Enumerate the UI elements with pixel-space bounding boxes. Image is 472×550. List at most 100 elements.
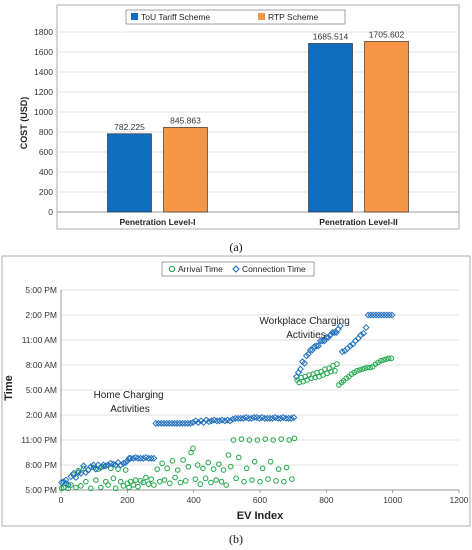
connection-time-point	[62, 476, 70, 484]
arrival-time-point	[246, 437, 253, 443]
arrival-time-point	[249, 477, 255, 483]
arrival-time-point	[192, 476, 199, 482]
connection-time-point	[300, 359, 308, 367]
arrival-time-point	[83, 478, 89, 485]
arrival-time-point	[200, 465, 206, 472]
legend-marker-connection	[232, 265, 240, 273]
connection-time-point	[134, 454, 142, 462]
scatter-chart-points	[58, 311, 396, 492]
connection-time-point	[314, 342, 322, 350]
arrival-time-point	[265, 476, 271, 482]
legend-label-connection: Connection Time	[242, 264, 306, 274]
connection-time-point	[162, 419, 170, 427]
connection-time-point	[176, 419, 184, 427]
bar-chart-legend: ToU Tariff Scheme RTP Scheme	[125, 9, 346, 25]
bar-rtp-2	[364, 41, 409, 213]
arrival-time-point	[126, 484, 132, 491]
connection-time-point	[372, 311, 380, 319]
arrival-time-point	[380, 357, 387, 363]
connection-time-point	[82, 468, 90, 477]
bar-chart-y-ticks: 0 200 400 600 800 1000 1200 1400 1600 1800	[34, 27, 53, 217]
arrival-time-point	[273, 478, 279, 484]
scatter-y-tick-label: 5:00 PM	[25, 285, 57, 295]
connection-time-point	[324, 333, 332, 342]
legend-swatch-rtp	[258, 13, 265, 20]
legend-label-rtp: RTP Scheme	[268, 12, 319, 22]
arrival-time-point	[281, 478, 287, 485]
arrival-time-point	[362, 365, 368, 372]
bar-category-label: Penetration Level-II	[319, 217, 397, 227]
bar-y-tick-label: 0	[48, 207, 53, 217]
connection-time-point	[306, 346, 314, 354]
arrival-time-point	[190, 445, 196, 452]
arrival-time-point	[364, 364, 371, 371]
connection-time-point	[338, 348, 346, 356]
arrival-time-point	[225, 452, 232, 458]
arrival-time-point	[197, 481, 204, 487]
arrival-time-point	[182, 478, 189, 484]
connection-time-point	[226, 417, 234, 425]
connection-time-point	[205, 418, 213, 426]
connection-time-point	[216, 417, 224, 425]
connection-time-point	[170, 419, 178, 427]
arrival-time-point	[216, 461, 222, 467]
scatter-y-tick-label: 2:00 AM	[26, 410, 57, 420]
scatter-y-tick-label: 5:00 PM	[25, 485, 57, 495]
connection-time-point	[178, 419, 186, 427]
bar-y-tick-label: 1200	[34, 87, 53, 97]
connection-time-point	[122, 458, 130, 467]
annotation-home-line-1: Home Charging	[94, 390, 164, 401]
connection-time-point	[377, 311, 385, 319]
connection-time-point	[221, 417, 229, 425]
arrival-time-point	[332, 368, 338, 374]
arrival-time-point	[223, 482, 229, 488]
arrival-time-point	[235, 454, 242, 461]
annotation-workplace-line-1: Workplace Charging	[259, 316, 349, 327]
arrival-time-point	[228, 463, 234, 470]
arrival-time-point	[169, 458, 176, 464]
arrival-time-point	[259, 465, 266, 472]
arrival-time-point	[112, 485, 119, 492]
arrival-time-point	[251, 458, 258, 465]
connection-time-point	[302, 352, 310, 360]
connection-time-point	[173, 419, 181, 427]
arrival-time-point	[177, 479, 184, 486]
connection-time-point	[104, 461, 112, 469]
bar-y-tick-label: 400	[39, 167, 53, 177]
arrival-time-point	[210, 466, 217, 472]
legend-marker-arrival	[168, 265, 176, 273]
arrival-time-point	[68, 482, 74, 488]
scatter-x-tick-label: 800	[319, 495, 333, 505]
bar-data-label: 1705.602	[369, 29, 405, 39]
arrival-time-point	[117, 478, 124, 485]
arrival-time-point	[205, 459, 212, 466]
connection-time-point	[237, 414, 245, 422]
connection-time-point	[145, 454, 153, 462]
arrival-time-point	[202, 475, 209, 482]
arrival-time-point	[105, 482, 111, 488]
bar-data-label: 782.225	[114, 122, 145, 132]
bar-y-tick-label: 1800	[34, 27, 53, 37]
arrival-time-point	[208, 479, 214, 486]
bar-y-tick-label: 200	[39, 187, 53, 197]
arrival-time-point	[267, 458, 274, 465]
legend-label-tou: ToU Tariff Scheme	[141, 12, 210, 22]
connection-time-point	[160, 419, 168, 427]
bar-chart-legend-box	[125, 9, 346, 25]
arrival-time-point	[132, 477, 139, 483]
connection-time-point	[155, 419, 163, 427]
bar-y-tick-label: 600	[39, 147, 53, 157]
scatter-y-tick-label: 11:00 PM	[21, 435, 57, 445]
arrival-time-point	[151, 482, 157, 488]
arrival-time-point	[172, 474, 178, 481]
connection-time-point	[239, 414, 247, 422]
arrival-time-point	[185, 463, 192, 470]
arrival-time-point	[233, 475, 239, 482]
arrival-time-point	[88, 485, 94, 492]
arrival-time-point	[100, 463, 107, 470]
bar-chart-frame	[56, 4, 460, 230]
bar-data-label: 845.863	[170, 115, 201, 125]
arrival-time-point	[383, 356, 389, 362]
arrival-time-point	[291, 435, 298, 442]
arrival-time-point	[135, 483, 141, 490]
